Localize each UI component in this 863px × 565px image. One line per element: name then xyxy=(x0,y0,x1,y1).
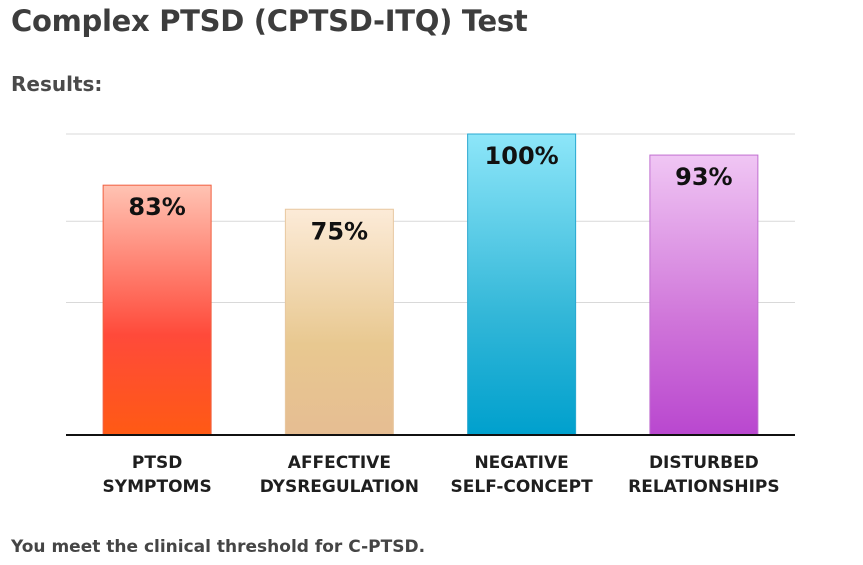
bar xyxy=(284,208,394,436)
category-label: RELATIONSHIPS xyxy=(628,477,779,497)
bar xyxy=(467,133,577,436)
bar-value-label: 75% xyxy=(311,217,368,245)
bar-value-label: 93% xyxy=(675,163,732,191)
bar-value-label: 100% xyxy=(485,142,559,170)
threshold-message: You meet the clinical threshold for C-PT… xyxy=(11,537,426,557)
results-heading: Results: xyxy=(11,72,103,96)
category-label: PTSD xyxy=(132,453,182,473)
category-label: DISTURBED xyxy=(649,453,759,473)
category-label: SELF-CONCEPT xyxy=(451,477,594,497)
chart-svg: 83% PTSD SYMPTOMS 75% AFFECTIVE DYSREGULATION… xyxy=(66,133,795,497)
bar xyxy=(649,154,759,436)
page-title: Complex PTSD (CPTSD-ITQ) Test xyxy=(11,4,528,38)
category-label: DYSREGULATION xyxy=(260,477,419,497)
category-label: NEGATIVE xyxy=(474,453,568,473)
bar-value-label: 83% xyxy=(128,193,185,221)
category-label: AFFECTIVE xyxy=(288,453,391,473)
bar xyxy=(102,184,212,436)
category-label: SYMPTOMS xyxy=(103,477,212,497)
